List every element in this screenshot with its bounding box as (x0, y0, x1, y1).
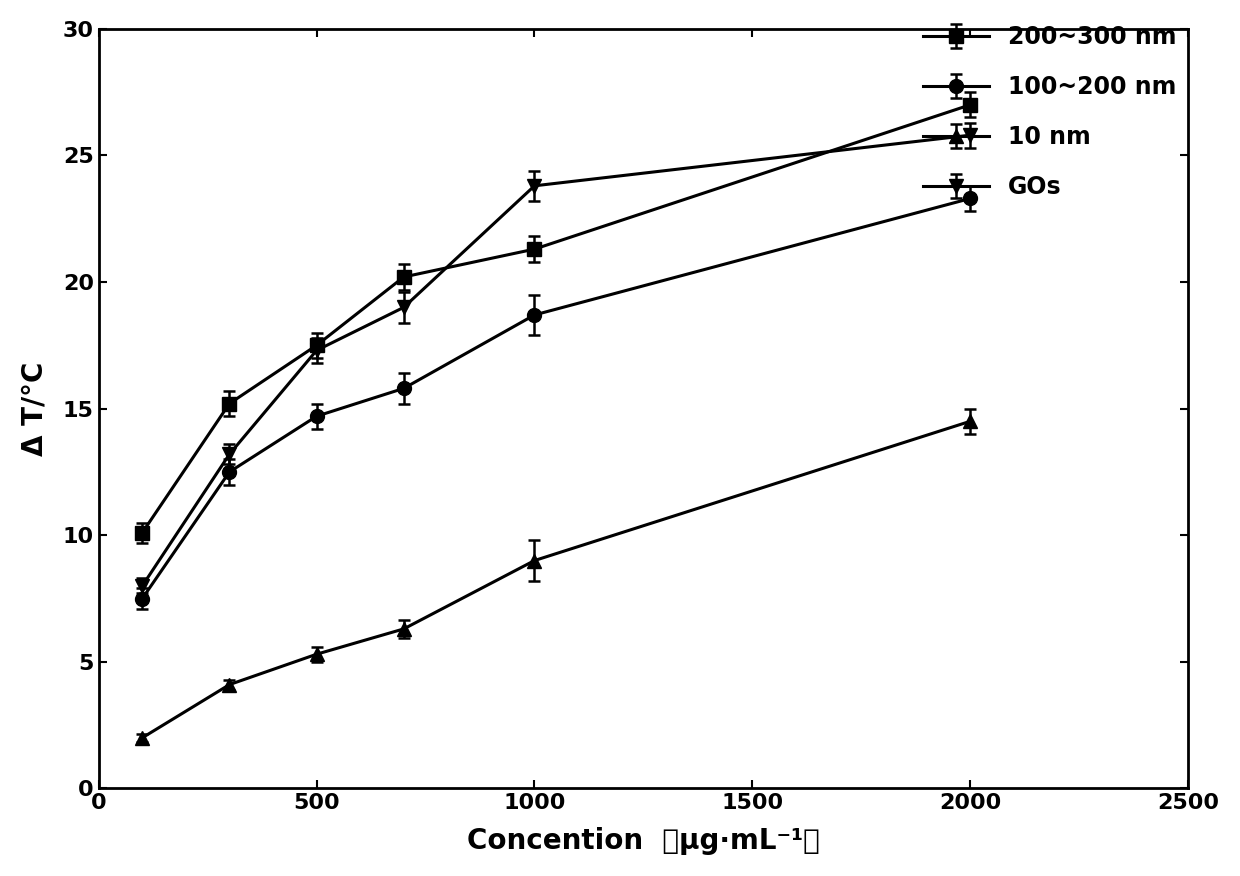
X-axis label: Concention  （μg·mL⁻¹）: Concention （μg·mL⁻¹） (467, 827, 820, 855)
Y-axis label: Δ T/°C: Δ T/°C (21, 362, 48, 456)
Legend: 200~300 nm, 100~200 nm, 10 nm, GOs: 200~300 nm, 100~200 nm, 10 nm, GOs (923, 25, 1177, 200)
